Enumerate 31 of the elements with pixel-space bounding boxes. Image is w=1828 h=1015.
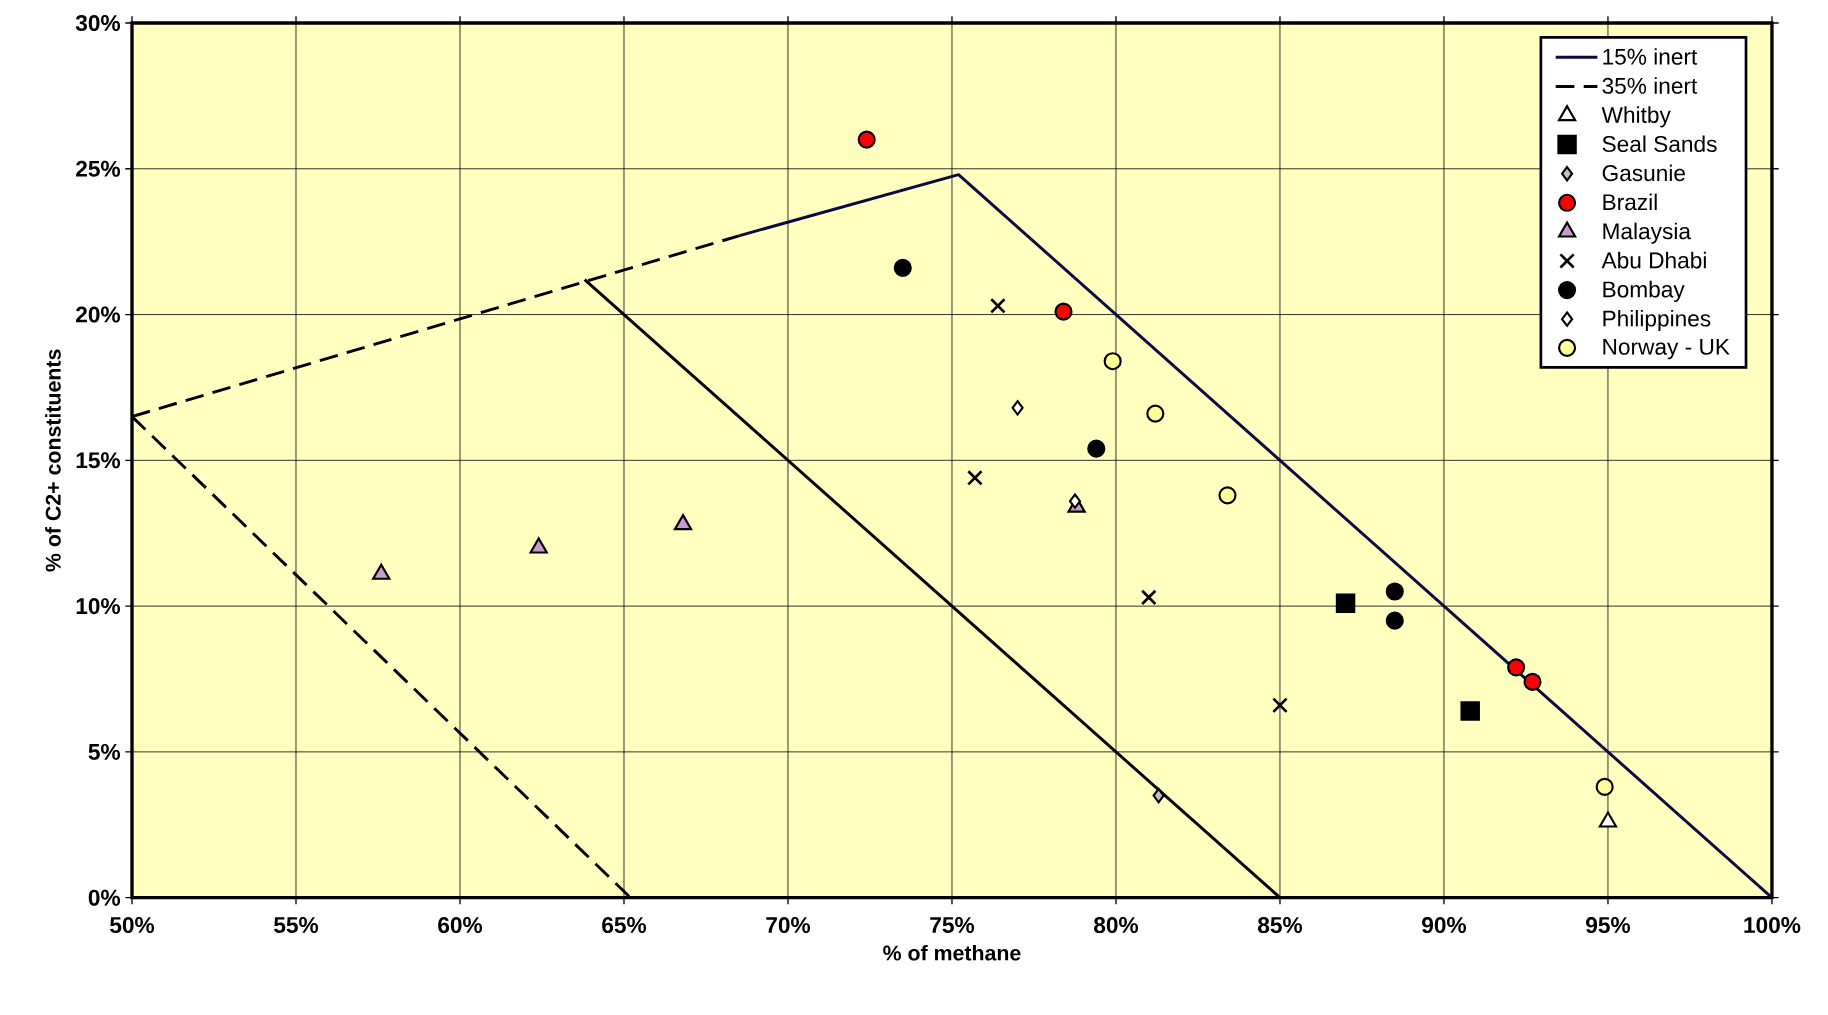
- y-tick-label: 10%: [76, 598, 121, 615]
- y-tick-label: 0%: [88, 889, 121, 906]
- legend-label: Malaysia: [1603, 222, 1691, 244]
- x-axis-title: % of methane: [883, 944, 1021, 961]
- x-tick-label: 75%: [930, 917, 975, 934]
- y-tick-label: 30%: [75, 14, 121, 32]
- y-tick-label: 5%: [88, 743, 121, 760]
- x-tick-label: 85%: [1257, 917, 1303, 934]
- x-tick-label: 55%: [274, 917, 319, 934]
- legend-label: Whitby: [1601, 106, 1671, 128]
- legend-label: Norway - UK: [1603, 339, 1730, 360]
- x-tick-label: 60%: [438, 917, 483, 934]
- legend-label: 15% inert: [1603, 48, 1698, 65]
- legend-label: Abu Dhabi: [1601, 251, 1706, 269]
- legend-label: Bombay: [1603, 280, 1685, 302]
- legend-label: Seal Sands: [1602, 135, 1717, 153]
- legend-label: 35% inert: [1602, 77, 1698, 94]
- legend-label: Gasunie: [1602, 164, 1685, 182]
- y-tick-label: 25%: [76, 160, 121, 177]
- y-axis-title: % of C2+ constituents: [45, 349, 61, 572]
- x-tick-label: 95%: [1586, 917, 1631, 934]
- y-tick-label: 20%: [76, 306, 121, 323]
- x-tick-label: 80%: [1094, 917, 1139, 934]
- legend-label: Brazil: [1603, 193, 1657, 211]
- x-tick-label: 50%: [110, 917, 155, 934]
- y-tick-label: 15%: [76, 452, 121, 469]
- x-tick-label: 65%: [602, 917, 647, 934]
- x-tick-label: 70%: [766, 917, 811, 934]
- legend-label: Philippines: [1603, 309, 1711, 332]
- x-tick-label: 90%: [1422, 917, 1467, 934]
- x-tick-label: 100%: [1744, 917, 1801, 934]
